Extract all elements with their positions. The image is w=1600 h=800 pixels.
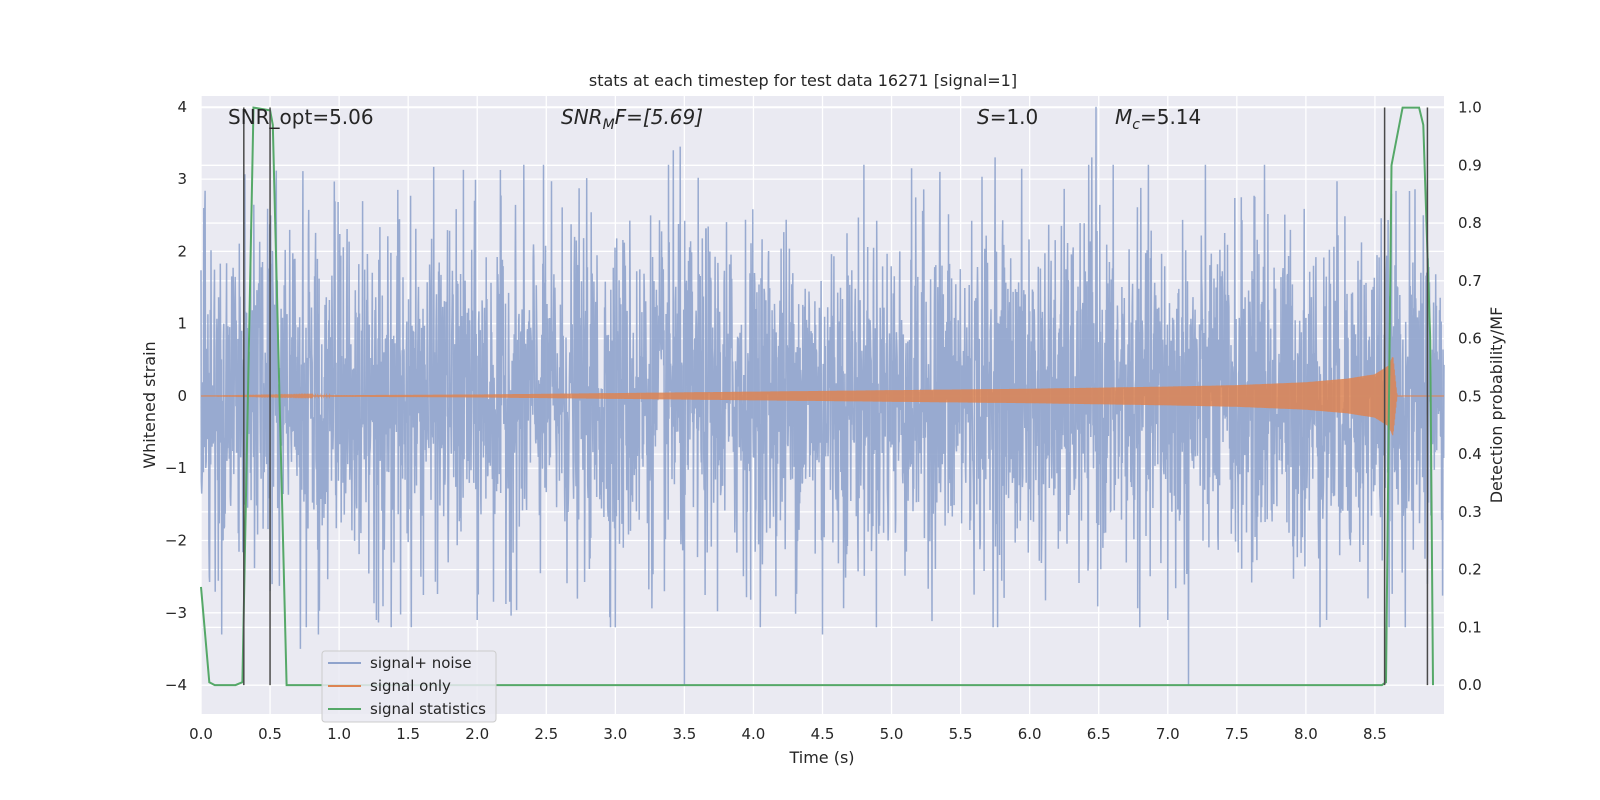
signal-trace: [201, 357, 1444, 436]
x-tick-label: 2.5: [534, 725, 558, 743]
x-tick-label: 7.5: [1225, 725, 1249, 743]
y-tick-label: −4: [165, 676, 187, 694]
y-tick-label: −1: [165, 459, 187, 477]
y-tick-label: 2: [177, 242, 187, 260]
s-value: =1.0: [990, 105, 1039, 129]
y-tick-label: 4: [177, 98, 187, 116]
y2-tick-label: 1.0: [1458, 99, 1482, 117]
x-tick-label: 2.0: [465, 725, 489, 743]
x-tick-label: 6.0: [1018, 725, 1042, 743]
y2-tick-labels: 1.0 0.9 0.8 0.7 0.6 0.5 0.4 0.3 0.2 0.1 0.0: [1458, 99, 1482, 695]
legend-label-signal: signal only: [370, 677, 451, 695]
y2-tick-label: 0.4: [1458, 445, 1482, 463]
marker-lines: [243, 107, 1429, 686]
x-tick-label: 8.5: [1363, 725, 1387, 743]
snr-mf-symbol: SNR: [561, 105, 603, 129]
chart-title: stats at each timestep for test data 162…: [589, 71, 1017, 90]
mc-value: =5.14: [1140, 105, 1201, 129]
y2-tick-label: 0.3: [1458, 503, 1482, 521]
mc-symbol: M: [1115, 105, 1132, 129]
mc-annotation: Mc=5.14: [1115, 105, 1201, 133]
x-tick-label: 4.0: [742, 725, 766, 743]
x-tick-label: 0.0: [189, 725, 213, 743]
mc-subscript: c: [1132, 117, 1140, 133]
y-tick-label: −2: [165, 532, 187, 550]
x-tick-label: 3.5: [672, 725, 696, 743]
x-axis-label: Time (s): [788, 748, 854, 767]
x-tick-label: 5.0: [880, 725, 904, 743]
s-symbol: S: [977, 105, 990, 129]
signal-series: [201, 357, 1444, 436]
y2-tick-label: 0.6: [1458, 330, 1482, 348]
y2-tick-label: 0.0: [1458, 676, 1482, 694]
legend-box: [321, 650, 497, 723]
x-tick-label: 4.5: [811, 725, 835, 743]
y2-axis-label: Detection probability/MF: [1487, 307, 1506, 504]
y-tick-labels: 4 3 2 1 0 −1 −2 −3 −4: [165, 98, 187, 694]
x-tick-label: 5.5: [949, 725, 973, 743]
legend-label-stats: signal statistics: [370, 700, 486, 718]
x-tick-label: 7.0: [1156, 725, 1180, 743]
legend: signal+ noise signal only signal statist…: [321, 650, 497, 723]
x-tick-label: 8.0: [1294, 725, 1318, 743]
x-tick-labels: 0.0 0.5 1.0 1.5 2.0 2.5 3.0 3.5 4.0 4.5 5.0 5.5 6.0 6…: [189, 725, 1387, 743]
snr-mf-value: F=[5.69]: [615, 105, 703, 129]
y2-tick-label: 0.1: [1458, 618, 1482, 636]
y-tick-label: 3: [177, 170, 187, 188]
y-axis-label: Whitened strain: [140, 341, 159, 468]
snr-mf-subscript: M: [603, 117, 615, 133]
x-tick-label: 3.0: [603, 725, 627, 743]
snr-opt-annotation: SNR_opt=5.06: [228, 105, 374, 129]
x-tick-label: 6.5: [1087, 725, 1111, 743]
x-tick-label: 1.5: [396, 725, 420, 743]
x-tick-label: 0.5: [258, 725, 282, 743]
y-tick-label: 1: [177, 315, 187, 333]
snr-mf-annotation: SNRMF=[5.69]: [561, 105, 703, 133]
y2-tick-label: 0.5: [1458, 387, 1482, 405]
y-tick-label: 0: [177, 387, 187, 405]
legend-label-noise: signal+ noise: [370, 654, 472, 672]
y2-tick-label: 0.7: [1458, 272, 1482, 290]
s-annotation: S=1.0: [977, 105, 1038, 129]
y-tick-label: −3: [165, 604, 187, 622]
y2-tick-label: 0.8: [1458, 214, 1482, 232]
y2-tick-label: 0.9: [1458, 156, 1482, 174]
y2-tick-label: 0.2: [1458, 561, 1482, 579]
x-tick-label: 1.0: [327, 725, 351, 743]
